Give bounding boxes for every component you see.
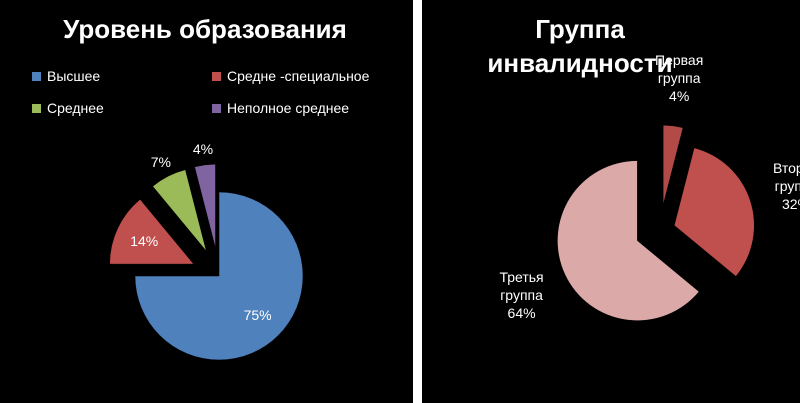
data-label: 7% — [151, 153, 171, 171]
category-label: Вторая группа — [772, 159, 800, 194]
data-label: Третья группа 64% — [491, 268, 553, 322]
legend-swatch — [32, 71, 41, 81]
legend-item: Среднее — [32, 100, 104, 116]
data-label: 14% — [130, 232, 158, 250]
value-label: 7% — [150, 153, 171, 170]
pie-slice — [194, 163, 216, 249]
legend-item: Средне -специальное — [212, 68, 369, 84]
data-label: Вторая группа32% — [765, 159, 800, 213]
data-label: 75% — [244, 306, 272, 324]
pie-slice — [557, 160, 700, 321]
legend-swatch — [32, 103, 41, 113]
legend-label: Высшее — [47, 68, 101, 84]
legend-swatch — [212, 103, 221, 113]
category-label: Третья группа — [499, 269, 544, 304]
value-label: 75% — [243, 306, 272, 323]
value-label: 4% — [192, 141, 214, 157]
data-label: 4% — [193, 140, 213, 158]
pie-slice — [673, 147, 755, 277]
pie-slice — [109, 199, 195, 265]
value-label: 14% — [130, 232, 159, 249]
legend-label: Среднее — [47, 100, 104, 116]
pie-slice — [134, 191, 304, 361]
legend-item: Высшее — [32, 68, 100, 84]
legend-label: Средне -специальное — [227, 68, 370, 84]
chart-title: Группа инвалидности — [487, 14, 673, 78]
category-label: Первая группа — [655, 52, 704, 87]
pie-slice — [662, 124, 684, 206]
chart-title: Уровень образования — [63, 14, 347, 44]
data-label: Первая группа 4% — [648, 51, 710, 105]
value-label: 64% — [507, 305, 536, 322]
legend-swatch — [212, 71, 221, 81]
legend-label: Неполное среднее — [227, 100, 350, 116]
value-label: 32% — [781, 195, 800, 212]
legend-item: Неполное среднее — [212, 100, 349, 116]
value-label: 4% — [669, 88, 690, 105]
pie-slice — [152, 169, 207, 252]
